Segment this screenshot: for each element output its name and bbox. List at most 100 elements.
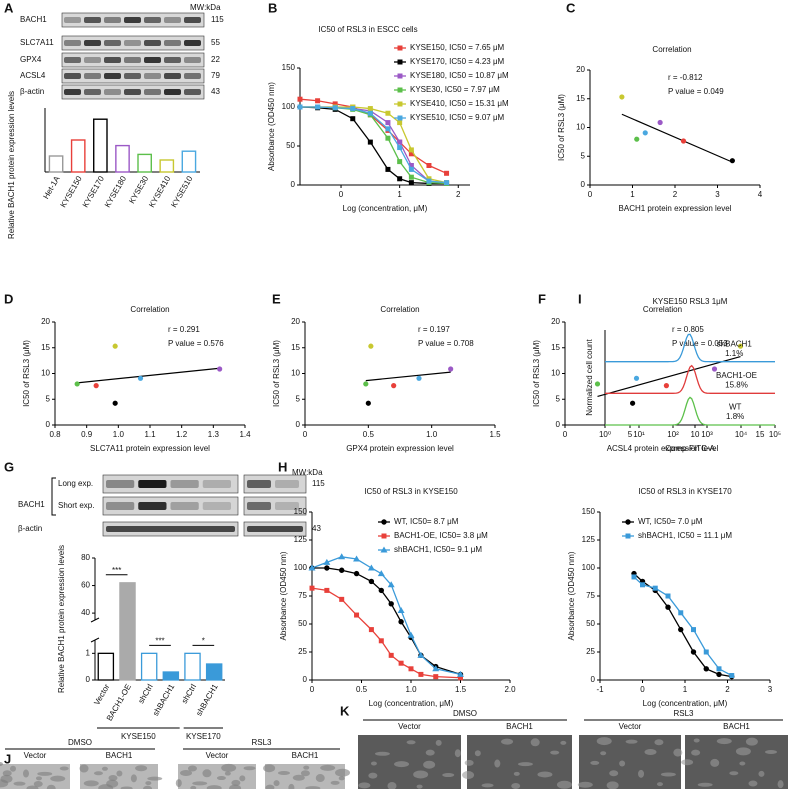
band	[124, 89, 141, 95]
x-tick-label: 1	[397, 190, 402, 199]
fit-line	[77, 367, 220, 384]
cell	[423, 760, 436, 769]
cell	[619, 760, 626, 767]
y-tick-label: 5	[556, 394, 561, 403]
cell	[231, 779, 241, 786]
cell	[305, 786, 321, 789]
cell	[697, 782, 713, 787]
cell	[638, 769, 645, 778]
marker	[716, 666, 722, 672]
point	[619, 94, 625, 100]
cell	[292, 774, 305, 781]
legend-marker	[381, 533, 387, 539]
fit-line	[365, 371, 451, 382]
cell	[143, 785, 153, 789]
marker	[385, 126, 391, 132]
column-label: Vector	[398, 722, 421, 731]
x-tick-label: 1.3	[208, 430, 220, 439]
band	[144, 57, 161, 63]
cell	[644, 748, 657, 755]
x-tick-label: 1.0	[426, 430, 438, 439]
y-tick-label: 15	[41, 343, 50, 352]
bar	[184, 652, 201, 681]
axis-break	[90, 617, 100, 623]
cell	[120, 786, 133, 789]
chart-title: Correlation	[652, 45, 691, 54]
cell	[735, 747, 751, 756]
legend-label: WT, IC50= 8.7 μM	[394, 517, 459, 526]
micrograph	[467, 735, 572, 789]
cell	[654, 739, 664, 746]
x-tick-label: 1.5	[489, 430, 501, 439]
cell	[537, 771, 553, 778]
band	[64, 89, 81, 95]
y-tick-label: 10	[41, 369, 50, 378]
cell	[192, 781, 208, 786]
x-tick-label: -1	[596, 685, 604, 694]
band	[247, 502, 271, 510]
bar	[159, 159, 175, 173]
cell	[454, 749, 461, 758]
marker	[324, 587, 330, 593]
cell	[2, 770, 12, 777]
bar	[93, 118, 108, 173]
bar	[70, 139, 86, 173]
marker	[385, 120, 391, 126]
band	[106, 502, 135, 510]
cell	[206, 785, 222, 789]
point	[594, 381, 601, 387]
legend-label: KYSE180, IC50 = 10.87 μM	[410, 71, 509, 80]
cell	[330, 780, 340, 785]
cell	[135, 765, 148, 772]
marker	[408, 666, 414, 672]
cell	[13, 781, 26, 786]
cell	[556, 780, 572, 789]
column-label: Vector	[619, 722, 642, 731]
marker	[408, 180, 414, 186]
band	[202, 502, 231, 510]
cell	[263, 764, 276, 773]
cell	[303, 765, 310, 770]
x-tick-label: 3	[768, 685, 773, 694]
marker	[354, 612, 360, 618]
marker	[353, 570, 360, 577]
cell	[748, 780, 758, 787]
marker	[367, 106, 373, 112]
cell	[660, 772, 676, 777]
bar	[119, 582, 136, 681]
y-tick-label: 125	[582, 535, 596, 544]
cell	[693, 738, 700, 743]
band	[144, 40, 161, 46]
y-axis-label: IC50 of RSL3 (μM)	[272, 340, 281, 407]
point	[630, 400, 636, 406]
cell	[288, 783, 295, 789]
cell	[656, 782, 663, 787]
chart-title: Correlation	[643, 305, 682, 314]
marker	[408, 151, 414, 157]
bar	[97, 652, 115, 681]
marker	[385, 110, 391, 116]
x-tick-label: 0.5	[356, 685, 368, 694]
cell	[300, 770, 310, 777]
cell	[190, 785, 197, 789]
point	[680, 138, 687, 144]
series-line	[311, 587, 461, 679]
y-tick-label: 125	[294, 535, 308, 544]
cell	[416, 784, 423, 789]
cell	[265, 784, 275, 789]
band	[138, 502, 167, 510]
marker	[397, 120, 403, 126]
band	[64, 73, 81, 79]
marker	[378, 638, 384, 644]
mw-header: MW:kDa	[190, 3, 221, 12]
marker	[408, 166, 414, 172]
legend-label: KYSE510, IC50 = 9.07 μM	[410, 113, 505, 122]
fit-line	[621, 113, 733, 163]
point	[363, 381, 369, 387]
marker	[315, 104, 321, 110]
band	[164, 17, 181, 23]
series-line	[633, 576, 733, 677]
marker	[433, 674, 439, 680]
x-tick-label: shCtrl	[136, 682, 154, 705]
